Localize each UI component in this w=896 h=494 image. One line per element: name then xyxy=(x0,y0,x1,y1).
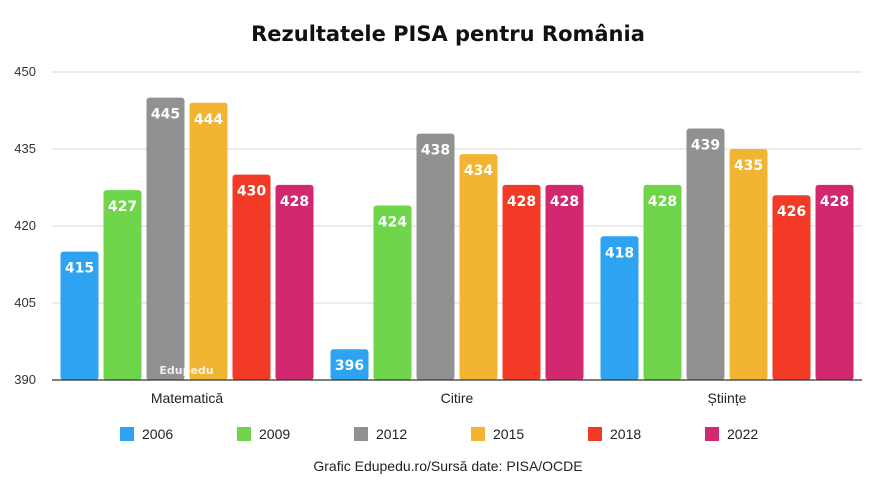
legend-label-2006: 2006 xyxy=(142,426,173,442)
legend-swatch-2012 xyxy=(354,427,368,441)
bar-value-label: 430 xyxy=(237,184,266,200)
bar-value-label: 424 xyxy=(378,214,407,230)
bar-2018-0 xyxy=(232,174,271,380)
bar-2015-2 xyxy=(729,149,768,380)
bar-value-label: 439 xyxy=(691,137,720,153)
bar-2006-2 xyxy=(600,236,639,380)
bar-2006-1 xyxy=(330,349,369,380)
legend-swatch-2006 xyxy=(120,427,134,441)
legend-swatch-2018 xyxy=(588,427,602,441)
legend-label-2015: 2015 xyxy=(493,426,524,442)
bar-value-label: 418 xyxy=(605,245,634,261)
bar-value-label: 428 xyxy=(820,194,849,210)
legend-label-2009: 2009 xyxy=(259,426,290,442)
legend-label-2012: 2012 xyxy=(376,426,407,442)
bar-2018-2 xyxy=(772,195,811,380)
bar-2009-1 xyxy=(373,205,412,380)
bar-value-label: 428 xyxy=(280,194,309,210)
grid-lines xyxy=(52,71,862,304)
y-tick-label: 390 xyxy=(14,372,36,387)
bar-2012-0 xyxy=(146,97,185,381)
bar-2018-1 xyxy=(502,184,541,380)
bar-value-label: 428 xyxy=(550,194,579,210)
legend-swatch-2022 xyxy=(705,427,719,441)
bar-value-label: 445 xyxy=(151,107,180,123)
bar-2015-1 xyxy=(459,154,498,380)
y-tick-label: 405 xyxy=(14,295,36,310)
legend-label-2018: 2018 xyxy=(610,426,641,442)
bar-2022-2 xyxy=(815,184,854,380)
bar-2022-0 xyxy=(275,184,314,380)
bar-2012-1 xyxy=(416,133,455,380)
bar-value-label: 428 xyxy=(648,194,677,210)
axes: 390 405 420 435 450 Matematică Citire Științe xyxy=(14,64,862,406)
edupedu-watermark: Edupedu xyxy=(159,364,213,377)
chart-title: Rezultatele PISA pentru România xyxy=(251,22,645,46)
bar-2009-0 xyxy=(103,190,142,380)
bar-value-label: 396 xyxy=(335,358,364,374)
source-note: Grafic Edupedu.ro/Sursă date: PISA/OCDE xyxy=(313,458,583,474)
y-tick-label: 420 xyxy=(14,218,36,233)
bar-2009-2 xyxy=(643,184,682,380)
x-category-label: Citire xyxy=(441,390,474,406)
bar-2012-2 xyxy=(686,128,725,380)
bars: 415 427 445 444 430 428 396 424 438 434 428 428 418 4… xyxy=(60,97,854,381)
legend-swatch-2015 xyxy=(471,427,485,441)
bar-value-label: 428 xyxy=(507,194,536,210)
x-category-label: Matematică xyxy=(151,390,224,406)
y-tick-label: 450 xyxy=(14,64,36,79)
bar-value-label: 427 xyxy=(108,199,137,215)
bar-value-label: 434 xyxy=(464,163,493,179)
bar-2006-0 xyxy=(60,251,99,380)
legend-label-2022: 2022 xyxy=(727,426,758,442)
bar-value-label: 435 xyxy=(734,158,763,174)
x-category-label: Științe xyxy=(708,390,747,406)
bar-value-label: 415 xyxy=(65,261,94,277)
legend-swatch-2009 xyxy=(237,427,251,441)
bar-value-label: 444 xyxy=(194,112,223,128)
bar-value-label: 426 xyxy=(777,204,806,220)
bar-value-label: 438 xyxy=(421,143,450,159)
bar-2022-1 xyxy=(545,184,584,380)
y-tick-label: 435 xyxy=(14,141,36,156)
bar-2015-0 xyxy=(189,102,228,381)
legend: 2006 2009 2012 2015 2018 2022 xyxy=(120,426,758,442)
